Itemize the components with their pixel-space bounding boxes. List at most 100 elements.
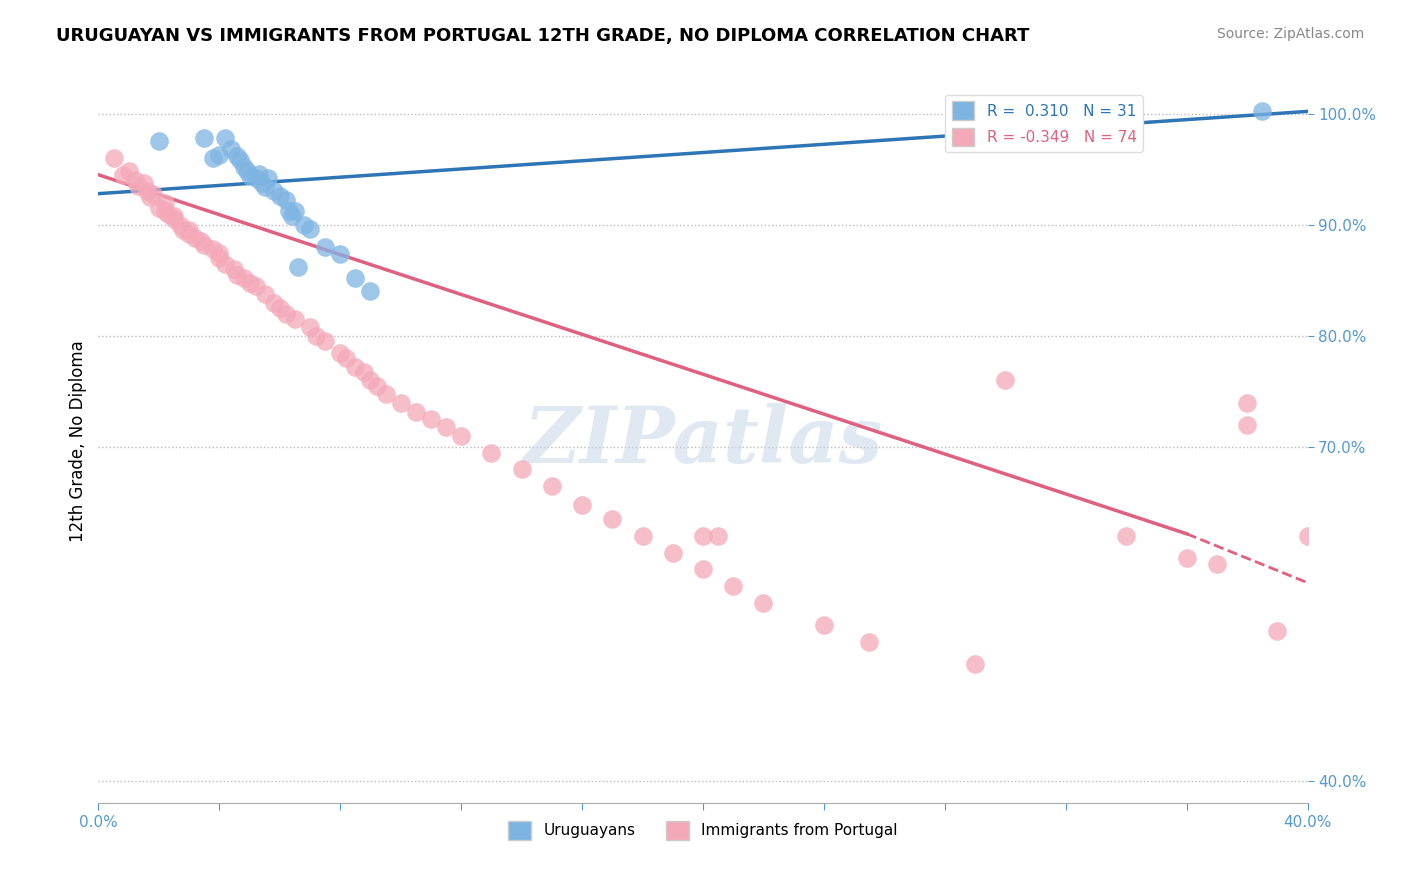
Point xyxy=(1054,110,1077,124)
Point xyxy=(232,160,254,174)
Point xyxy=(247,167,270,181)
Y-axis label: 12th Grade, No Diploma: 12th Grade, No Diploma xyxy=(69,341,87,542)
Point xyxy=(127,178,149,193)
Point xyxy=(1296,529,1319,543)
Point xyxy=(858,634,880,648)
Point xyxy=(344,360,367,375)
Point xyxy=(193,131,215,145)
Point xyxy=(229,153,252,168)
Point xyxy=(813,618,835,632)
Point xyxy=(250,176,273,190)
Point xyxy=(190,235,212,249)
Text: ZIPatlas: ZIPatlas xyxy=(523,403,883,480)
Point xyxy=(132,176,155,190)
Point xyxy=(224,262,246,277)
Point xyxy=(172,223,194,237)
Text: URUGUAYAN VS IMMIGRANTS FROM PORTUGAL 12TH GRADE, NO DIPLOMA CORRELATION CHART: URUGUAYAN VS IMMIGRANTS FROM PORTUGAL 12… xyxy=(56,27,1029,45)
Point xyxy=(118,164,141,178)
Point xyxy=(135,185,157,199)
Point xyxy=(405,404,427,418)
Point xyxy=(1236,395,1258,409)
Point xyxy=(692,529,714,543)
Point xyxy=(360,285,382,299)
Point xyxy=(208,245,231,260)
Point xyxy=(420,412,443,426)
Point xyxy=(723,579,745,593)
Point xyxy=(124,173,146,187)
Point xyxy=(253,286,276,301)
Point xyxy=(226,268,249,282)
Point xyxy=(103,151,125,165)
Point xyxy=(153,195,176,210)
Point xyxy=(299,222,322,236)
Point xyxy=(184,231,207,245)
Point xyxy=(239,169,262,183)
Point xyxy=(277,204,299,219)
Point xyxy=(602,512,624,526)
Point xyxy=(1251,104,1274,119)
Point xyxy=(631,529,654,543)
Point xyxy=(263,185,285,199)
Point xyxy=(148,201,170,215)
Point xyxy=(1115,529,1137,543)
Point xyxy=(284,312,307,326)
Point xyxy=(274,307,297,321)
Point xyxy=(253,180,276,194)
Point xyxy=(344,271,367,285)
Point xyxy=(707,529,730,543)
Point xyxy=(245,279,267,293)
Point xyxy=(292,218,315,232)
Point xyxy=(305,329,328,343)
Point xyxy=(202,242,225,256)
Point xyxy=(1206,557,1229,571)
Point xyxy=(661,546,683,560)
Point xyxy=(269,189,291,203)
Point xyxy=(232,271,254,285)
Point xyxy=(263,295,285,310)
Point xyxy=(245,171,267,186)
Point xyxy=(208,251,231,265)
Point xyxy=(353,364,375,378)
Point xyxy=(214,257,236,271)
Point xyxy=(214,131,236,145)
Point xyxy=(148,135,170,149)
Point xyxy=(202,151,225,165)
Point xyxy=(284,204,307,219)
Point xyxy=(281,209,304,223)
Text: Source: ZipAtlas.com: Source: ZipAtlas.com xyxy=(1216,27,1364,41)
Point xyxy=(299,320,322,334)
Point xyxy=(256,171,278,186)
Point xyxy=(235,164,257,178)
Point xyxy=(314,334,336,349)
Point xyxy=(314,240,336,254)
Point xyxy=(540,479,562,493)
Point xyxy=(389,395,412,409)
Point xyxy=(510,462,533,476)
Legend: Uruguayans, Immigrants from Portugal: Uruguayans, Immigrants from Portugal xyxy=(502,815,904,846)
Point xyxy=(226,149,249,163)
Point xyxy=(1267,624,1289,638)
Point xyxy=(163,209,186,223)
Point xyxy=(752,596,775,610)
Point xyxy=(335,351,357,366)
Point xyxy=(360,373,382,387)
Point xyxy=(1236,417,1258,432)
Point xyxy=(239,276,262,290)
Point xyxy=(366,379,388,393)
Point xyxy=(269,301,291,315)
Point xyxy=(274,194,297,208)
Point xyxy=(179,227,201,241)
Point xyxy=(153,204,176,219)
Point xyxy=(1175,551,1198,566)
Point xyxy=(329,345,352,359)
Point xyxy=(450,429,472,443)
Point xyxy=(208,147,231,161)
Point xyxy=(994,373,1017,387)
Point xyxy=(142,186,165,201)
Point xyxy=(111,168,134,182)
Point xyxy=(287,260,309,274)
Point xyxy=(193,237,215,252)
Point xyxy=(434,420,457,434)
Point xyxy=(965,657,987,671)
Point xyxy=(692,562,714,576)
